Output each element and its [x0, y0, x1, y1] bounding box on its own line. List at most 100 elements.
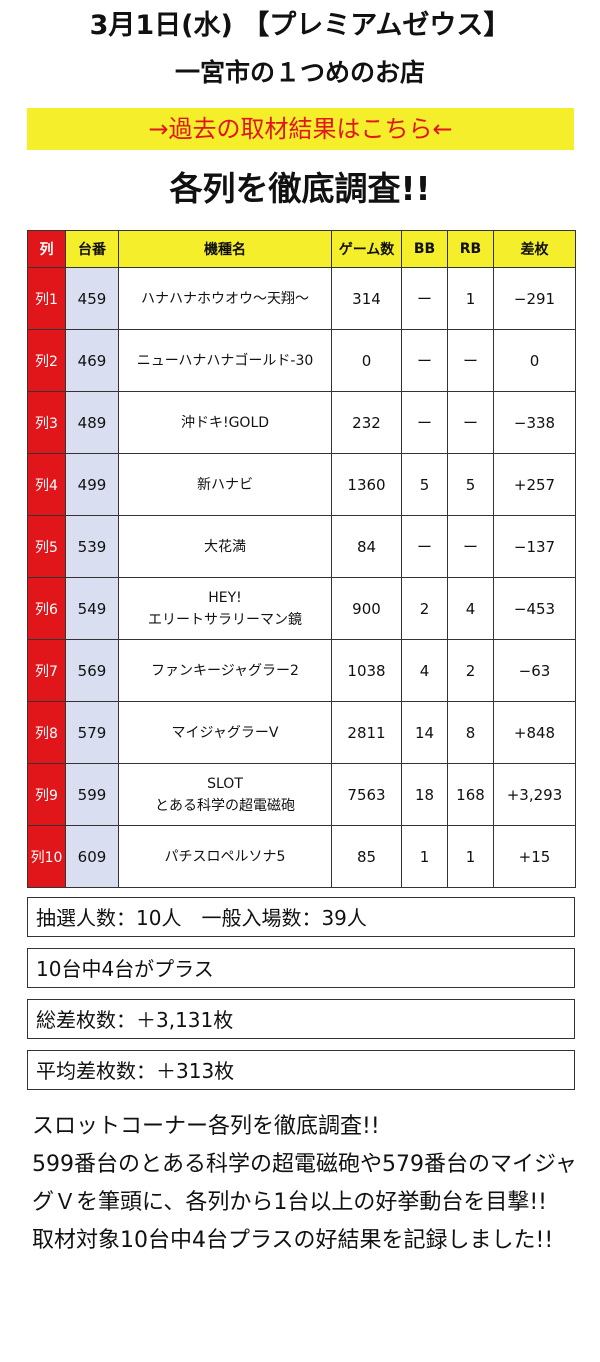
table-row: 列4 499 新ハナビ 1360 5 5 +257 — [27, 453, 576, 516]
retsu-cell: 列7 — [27, 639, 66, 702]
machine-name-cell: パチスロペルソナ5 — [118, 825, 332, 888]
description: スロットコーナー各列を徹底調査!! 599番台のとある科学の超電磁砲や579番台… — [32, 1108, 577, 1260]
table-row: 列3 489 沖ドキ!GOLD 232 ーー −338 — [27, 391, 576, 454]
machine-name-line: とある科学の超電磁砲 — [155, 797, 295, 814]
game-count-cell: 0 — [331, 329, 402, 392]
bb-cell: 14 — [401, 701, 448, 764]
bb-cell: ー — [401, 267, 448, 330]
machine-name-cell: マイジャグラーV — [118, 701, 332, 764]
diff-cell: +15 — [493, 825, 576, 888]
daiban-cell: 469 — [65, 329, 119, 392]
diff-cell: −291 — [493, 267, 576, 330]
daiban-cell: 579 — [65, 701, 119, 764]
table-row: 列5 539 大花満 84 ーー −137 — [27, 515, 576, 578]
daiban-cell: 499 — [65, 453, 119, 516]
bb-cell: 18 — [401, 763, 448, 826]
machine-name-cell: ニューハナハナゴールド-30 — [118, 329, 332, 392]
diff-cell: −63 — [493, 639, 576, 702]
table-row: 列1 459 ハナハナホウオウ〜天翔〜 314 ー 1 −291 — [27, 267, 576, 330]
game-count-cell: 1360 — [331, 453, 402, 516]
diff-cell: −137 — [493, 515, 576, 578]
machine-name-line: マイジャグラーV — [171, 724, 279, 741]
machine-name-line: エリートサラリーマン鏡 — [148, 611, 302, 628]
machine-name-line: パチスロペルソナ5 — [164, 848, 286, 865]
section-title: 各列を徹底調査!! — [169, 169, 431, 208]
header-daiban: 台番 — [65, 230, 119, 268]
bb-cell: 4 — [401, 639, 448, 702]
machine-name-cell: HEY! エリートサラリーマン鏡 — [118, 577, 332, 640]
diff-cell: +3,293 — [493, 763, 576, 826]
lottery-summary: 抽選人数：10人 一般入場数：39人 — [27, 897, 575, 937]
diff-cell: 0 — [493, 329, 576, 392]
rb-cell: ー — [447, 391, 494, 454]
retsu-cell: 列4 — [27, 453, 66, 516]
daiban-cell: 489 — [65, 391, 119, 454]
game-count-cell: 84 — [331, 515, 402, 578]
retsu-cell: 列10 — [27, 825, 66, 888]
rb-cell: 5 — [447, 453, 494, 516]
bb-cell: ー — [401, 329, 448, 392]
game-count-cell: 2811 — [331, 701, 402, 764]
table-header-row: 列 台番 機種名 ゲーム数 BB RB 差枚 — [27, 230, 576, 268]
daiban-cell: 609 — [65, 825, 119, 888]
retsu-cell: 列5 — [27, 515, 66, 578]
description-line: スロットコーナー各列を徹底調査!! — [32, 1114, 380, 1139]
header-games: ゲーム数 — [331, 230, 402, 268]
bb-cell: 2 — [401, 577, 448, 640]
average-diff-summary: 平均差枚数：＋313枚 — [27, 1050, 575, 1090]
rb-cell: 2 — [447, 639, 494, 702]
bb-cell: 1 — [401, 825, 448, 888]
daiban-cell: 569 — [65, 639, 119, 702]
header-machine: 機種名 — [118, 230, 332, 268]
machine-name-line: ニューハナハナゴールド-30 — [136, 352, 314, 369]
daiban-cell: 459 — [65, 267, 119, 330]
machine-name-line: 大花満 — [204, 538, 246, 555]
bb-cell: 5 — [401, 453, 448, 516]
game-count-cell: 314 — [331, 267, 402, 330]
rb-cell: 168 — [447, 763, 494, 826]
game-count-cell: 900 — [331, 577, 402, 640]
table-row: 列8 579 マイジャグラーV 2811 14 8 +848 — [27, 701, 576, 764]
total-diff-summary: 総差枚数：＋3,131枚 — [27, 999, 575, 1039]
plus-count-summary: 10台中4台がプラス — [27, 948, 575, 988]
machine-name-cell: 大花満 — [118, 515, 332, 578]
game-count-cell: 7563 — [331, 763, 402, 826]
machine-name-line: ファンキージャグラー2 — [151, 662, 299, 679]
description-line: 取材対象10台中4台プラスの好結果を記録しました!! — [32, 1228, 554, 1253]
rb-cell: 4 — [447, 577, 494, 640]
rb-cell: ー — [447, 515, 494, 578]
description-line: 599番台のとある科学の超電磁砲や579番台のマイジャグＶを筆頭に、各列から1台… — [32, 1152, 577, 1215]
rb-cell: 1 — [447, 825, 494, 888]
table-row: 列9 599 SLOT とある科学の超電磁砲 7563 18 168 +3,293 — [27, 763, 576, 826]
rb-cell: ー — [447, 329, 494, 392]
game-count-cell: 1038 — [331, 639, 402, 702]
table-row: 列2 469 ニューハナハナゴールド-30 0 ーー 0 — [27, 329, 576, 392]
daiban-cell: 599 — [65, 763, 119, 826]
bb-cell: ー — [401, 391, 448, 454]
diff-cell: +257 — [493, 453, 576, 516]
retsu-cell: 列1 — [27, 267, 66, 330]
machine-name-line: ハナハナホウオウ〜天翔〜 — [141, 290, 309, 307]
game-count-cell: 85 — [331, 825, 402, 888]
retsu-cell: 列8 — [27, 701, 66, 764]
daiban-cell: 539 — [65, 515, 119, 578]
rb-cell: 8 — [447, 701, 494, 764]
table-row: 列6 549 HEY! エリートサラリーマン鏡 900 2 4 −453 — [27, 577, 576, 640]
header-diff: 差枚 — [493, 230, 576, 268]
results-table: 列 台番 機種名 ゲーム数 BB RB 差枚 列1 459 ハナハナホウオウ〜天翔〜… — [27, 230, 576, 888]
machine-name-line: 新ハナビ — [197, 476, 253, 493]
page-title: 3月1日(水) 【プレミアムゼウス】 — [89, 10, 511, 41]
header-bb: BB — [401, 230, 448, 268]
header-retsu: 列 — [27, 230, 66, 268]
diff-cell: +848 — [493, 701, 576, 764]
retsu-cell: 列2 — [27, 329, 66, 392]
machine-name-line: HEY! — [208, 589, 242, 606]
daiban-cell: 549 — [65, 577, 119, 640]
machine-name-line: 沖ドキ!GOLD — [180, 414, 270, 431]
past-results-link[interactable]: →過去の取材結果はこちら← — [27, 108, 574, 150]
machine-name-cell: ファンキージャグラー2 — [118, 639, 332, 702]
machine-name-cell: SLOT とある科学の超電磁砲 — [118, 763, 332, 826]
diff-cell: −453 — [493, 577, 576, 640]
machine-name-cell: 新ハナビ — [118, 453, 332, 516]
table-row: 列10 609 パチスロペルソナ5 85 1 1 +15 — [27, 825, 576, 888]
